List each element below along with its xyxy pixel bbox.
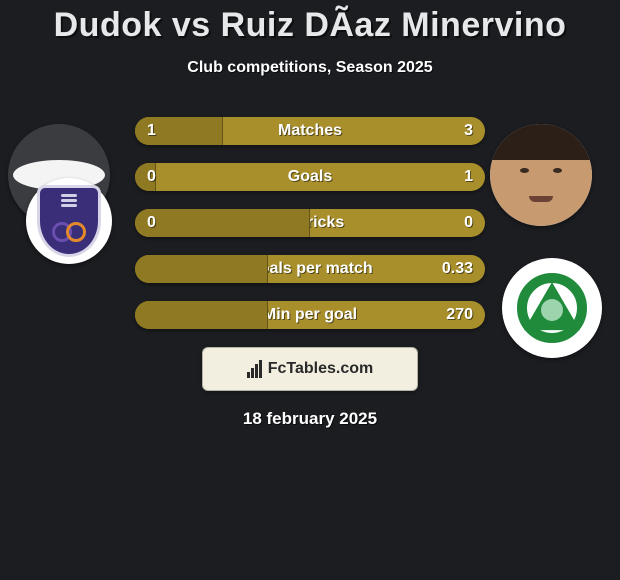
stat-left-value: 0 [147, 168, 156, 186]
stat-left-fill [135, 301, 268, 329]
stat-label: Matches [278, 122, 342, 140]
stat-right-value: 3 [464, 122, 473, 140]
brand-box: FcTables.com [202, 347, 418, 391]
stat-row: 1 Matches 3 [135, 117, 485, 145]
stats-table: 1 Matches 3 0 Goals 1 0Hattricks0 Goals per mat… [135, 117, 485, 329]
stat-left-fill [135, 209, 310, 237]
content: Dudok vs Ruiz DÃaz Minervino Club compet… [0, 0, 620, 429]
stat-row: 0 Goals 1 [135, 163, 485, 191]
stat-label: Goals [288, 168, 332, 186]
stat-left-fill [135, 255, 268, 283]
stat-row: Min per goal 270 [135, 301, 485, 329]
stat-row: Goals per match0.33 [135, 255, 485, 283]
brand-text: FcTables.com [268, 360, 374, 378]
page-title: Dudok vs Ruiz DÃaz Minervino [0, 0, 620, 45]
stat-right-value: 1 [464, 168, 473, 186]
stat-right-value: 0 [464, 214, 473, 232]
stat-left-value: 1 [147, 122, 156, 140]
date-footer: 18 february 2025 [0, 409, 620, 429]
page-subtitle: Club competitions, Season 2025 [0, 59, 620, 77]
stat-left-value: 0 [147, 214, 156, 232]
stat-right-value: 0.33 [442, 260, 473, 278]
stat-label: Min per goal [263, 306, 357, 324]
stat-right-value: 270 [446, 306, 473, 324]
brand-bars-icon [247, 360, 262, 378]
stat-row: 0Hattricks0 [135, 209, 485, 237]
